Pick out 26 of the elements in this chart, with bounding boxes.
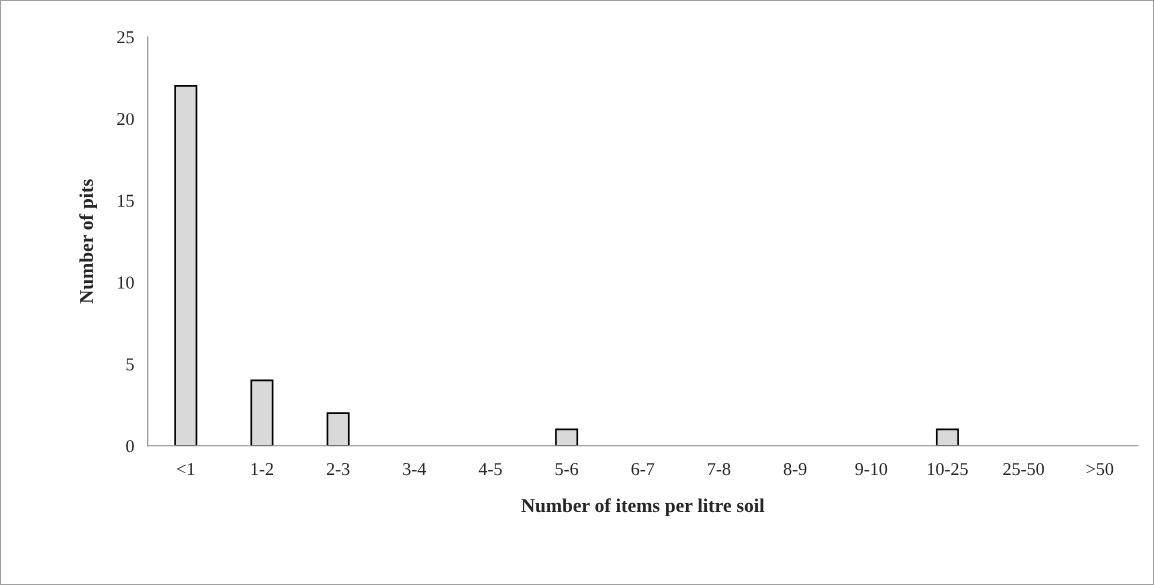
x-tick-label: 2-3	[326, 463, 350, 476]
x-tick-label: 10-25	[927, 462, 968, 476]
x-tick-label: 1-2	[251, 463, 273, 475]
bar	[250, 379, 274, 446]
bar	[174, 85, 198, 446]
x-tick-label: 8-9	[783, 462, 807, 476]
x-tick-label: 25-50	[1003, 462, 1044, 476]
y-tick-label: 5	[126, 358, 134, 371]
x-tick-label: 6-7	[631, 463, 655, 476]
y-tick-label: 20	[117, 112, 134, 126]
y-tick-label: 15	[118, 194, 134, 207]
y-tick-label: 25	[117, 31, 134, 44]
x-axis-title: Number of items per litre soil	[521, 498, 765, 517]
y-tick-label: 0	[126, 440, 134, 453]
y-axis-title: Number of pits	[79, 179, 98, 304]
bar	[935, 428, 959, 446]
x-tick-label: 9-10	[855, 462, 888, 476]
bar	[555, 428, 579, 446]
x-tick-label: 3-4	[403, 463, 427, 476]
y-tick-label: 10	[118, 276, 134, 289]
x-tick-label: >50	[1086, 462, 1114, 476]
x-tick-label: 7-8	[708, 462, 731, 476]
x-tick-label: <1	[177, 463, 195, 475]
bar	[326, 412, 350, 446]
x-tick-label: 5-6	[555, 463, 579, 476]
x-tick-label: 4-5	[478, 463, 502, 476]
